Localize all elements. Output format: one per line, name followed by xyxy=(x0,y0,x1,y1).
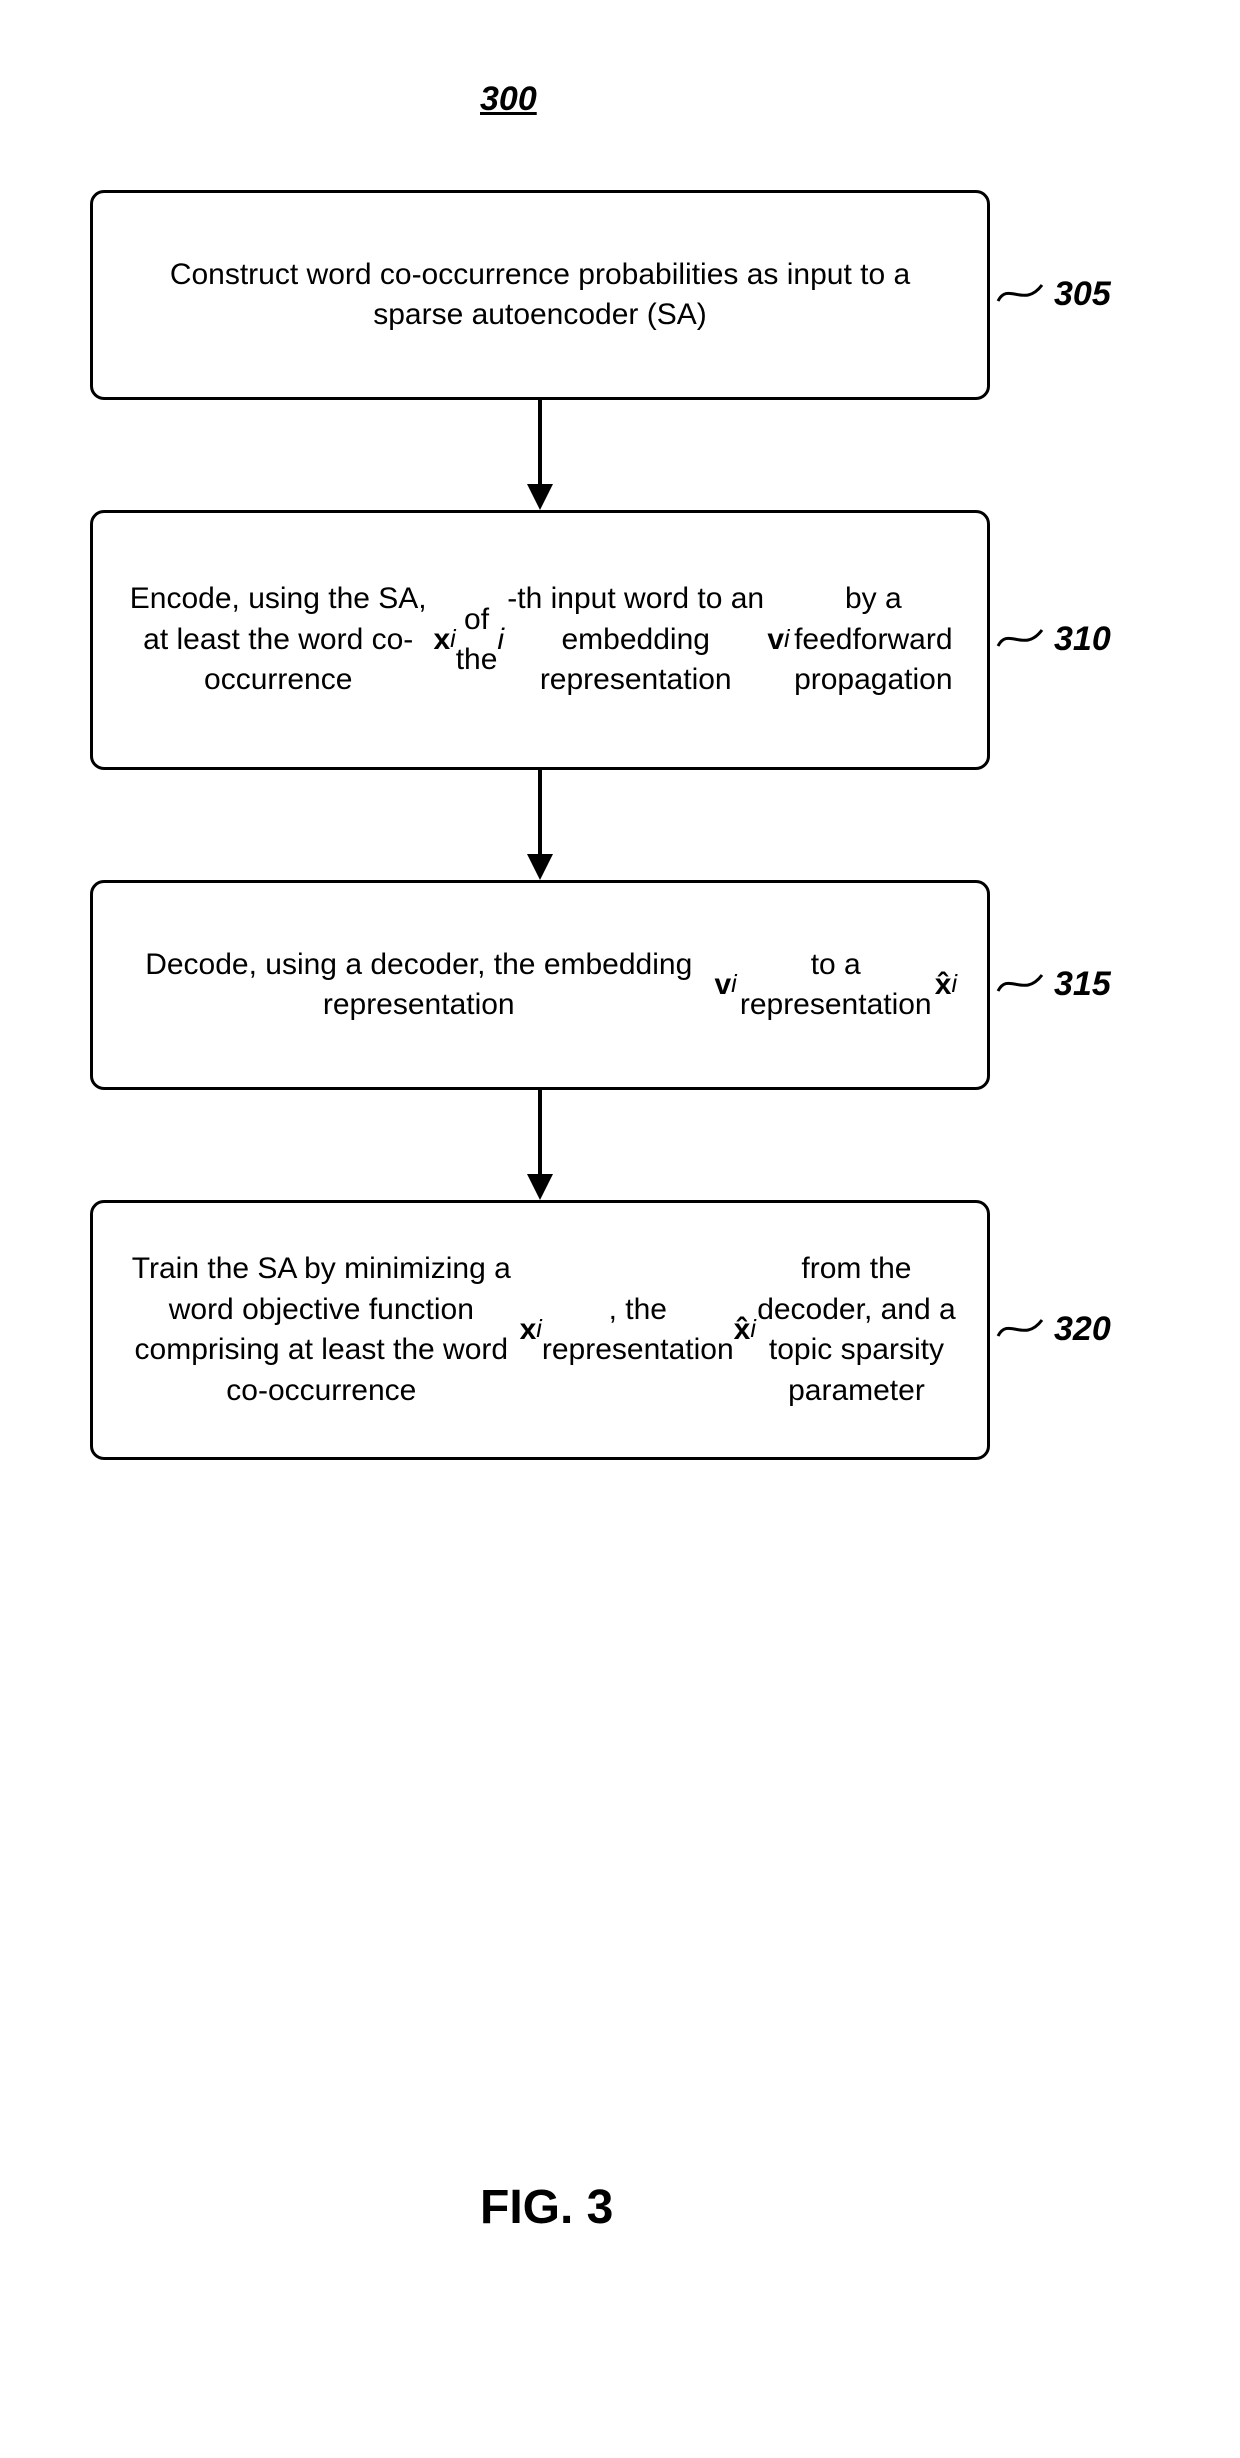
step-320: Train the SA by minimizing a word object… xyxy=(90,1200,990,1460)
ref-connector xyxy=(996,1306,1046,1346)
step-315: Decode, using a decoder, the embedding r… xyxy=(90,880,990,1090)
flow-arrow xyxy=(520,400,560,510)
ref-305: 305 xyxy=(1054,275,1111,314)
ref-320: 320 xyxy=(1054,1310,1111,1349)
step-305: Construct word co-occurrence probabiliti… xyxy=(90,190,990,400)
figure-caption: FIG. 3 xyxy=(480,2180,613,2235)
flow-arrow xyxy=(520,1090,560,1200)
ref-connector xyxy=(996,616,1046,656)
ref-connector xyxy=(996,271,1046,311)
figure-number: 300 xyxy=(480,80,537,119)
ref-connector xyxy=(996,961,1046,1001)
flow-arrow xyxy=(520,770,560,880)
step-310: Encode, using the SA, at least the word … xyxy=(90,510,990,770)
ref-315: 315 xyxy=(1054,965,1111,1004)
ref-310: 310 xyxy=(1054,620,1111,659)
